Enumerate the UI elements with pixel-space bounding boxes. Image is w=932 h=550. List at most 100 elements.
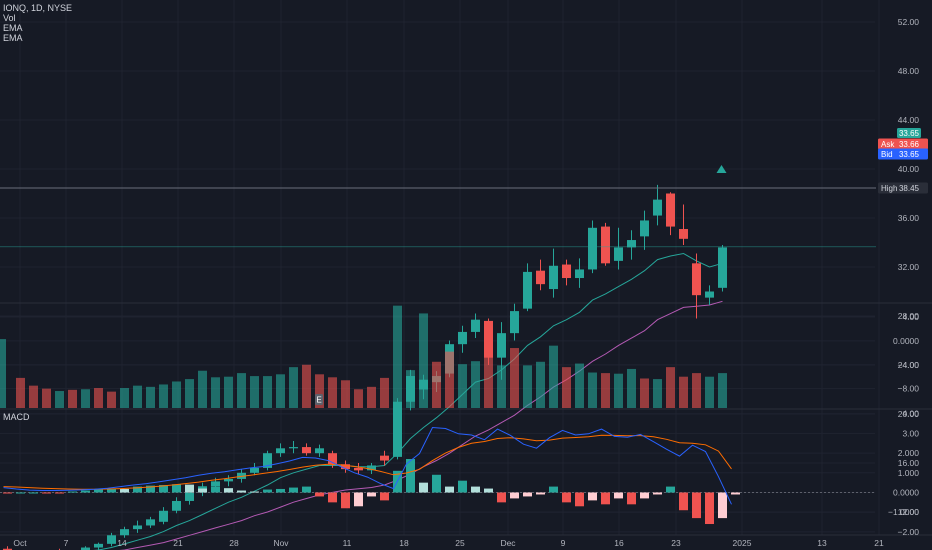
macd-histogram-bar [302,486,311,493]
volume-bar [627,368,636,408]
macd-line [3,426,732,505]
candle-body [3,548,12,550]
legend-ema-slow[interactable]: EMA [3,33,23,43]
time-tick-label: 23 [671,538,681,548]
candle-body [601,226,610,264]
time-tick-label: 2025 [733,538,752,548]
macd-histogram-bar [29,492,38,494]
volume-bar [211,377,220,408]
legend-vol[interactable]: Vol [3,13,16,23]
volume-bar [172,381,181,408]
volume-bar [692,373,701,408]
macd-histogram-bar [16,492,25,494]
candle-body [341,464,350,470]
volume-bar [575,363,584,408]
macd-pane-label[interactable]: MACD [3,412,30,422]
macd-histogram-bar [276,488,285,493]
buy-signal-triangle [716,165,727,173]
time-tick-label: 21 [874,538,884,548]
time-tick-label: Oct [13,538,27,548]
macd-histogram-bar [614,492,623,499]
macd-histogram-bar [159,485,168,493]
last-price-tag-value: 33.65 [899,129,920,138]
volume-bar [562,367,571,408]
volume-bar [302,364,311,408]
macd-histogram-bar [692,492,701,519]
price-tick-label: 40.00 [898,164,920,174]
macd-histogram-bar [133,486,142,493]
macd-histogram-bar [562,492,571,503]
macd-histogram-bar [224,488,233,493]
macd-histogram-bar [406,459,415,493]
candle-body [653,199,662,216]
volume-bar [510,348,519,408]
candle-body [549,265,558,290]
candle-body [172,500,181,511]
volume-bar [679,376,688,408]
time-tick-label: 18 [399,538,409,548]
ask-tag [878,138,928,150]
macd-histogram-bar [536,492,545,495]
time-tick-label: 9 [561,538,566,548]
macd-histogram-bar [575,492,584,507]
candle-body [211,481,220,487]
volume-bar [276,374,285,408]
price-tick-label: 48.00 [898,66,920,76]
macd-histogram-bar [42,492,51,494]
macd-histogram-bar [367,492,376,497]
earnings-marker-label: E [316,396,321,405]
time-tick-label: 21 [173,538,183,548]
volume-bar [29,385,38,408]
volume-bar [601,373,610,408]
time-tick-label: Nov [273,538,289,548]
symbol-title[interactable]: IONQ, 1D, NYSE [3,3,73,13]
candle-body [705,291,714,298]
macd-histogram-bar [523,492,532,497]
macd-histogram-bar [484,488,493,493]
macd-histogram-bar [718,492,727,519]
volume-bar [705,376,714,408]
volume-tick-label: −8.00 [897,384,919,394]
macd-histogram-bar [588,492,597,501]
volume-bar [445,351,454,408]
candle-body [159,510,168,522]
price-tick-label: 20.00 [898,409,920,419]
macd-histogram-bar [81,490,90,493]
volume-bar [250,376,259,408]
volume-bar [549,345,558,408]
macd-tick-label: −1.0000 [888,507,919,517]
earnings-marker [315,394,323,405]
volume-axis[interactable]: 4.00 0.0000 −4.00 −8.00 [893,312,919,394]
volume-bar [458,364,467,408]
candle-body [497,333,506,358]
volume-bar [315,374,324,408]
volume-bar [354,389,363,408]
macd-histogram-bar [185,484,194,493]
macd-axis[interactable]: 4.00 3.00 2.000 1.000 0.0000 −1.0000 −2.00 [888,409,919,537]
macd-histogram-bar [640,492,649,499]
volume-bar [393,305,402,408]
macd-histogram-bar [68,491,77,493]
legend-ema-fast[interactable]: EMA [3,23,23,33]
price-axis[interactable]: 52.00 48.00 44.00 40.00 36.00 32.00 28.00 24.00… [898,17,920,517]
volume-bar [328,377,337,408]
candle-body [107,535,116,544]
bid-tag-label: Bid [881,150,893,159]
macd-histogram-bar [601,492,610,505]
candle-body [302,447,311,454]
volume-bar [42,388,51,408]
volume-bar [263,376,272,408]
ema-fast-line [93,252,723,550]
price-tick-label: 16.00 [898,458,920,468]
time-tick-label: 25 [455,538,465,548]
volume-bar [55,391,64,408]
time-axis[interactable]: Oct 7 14 21 28 Nov 11 18 25 Dec 9 16 23 2025 13 21 [13,538,884,548]
volume-bar [68,389,77,408]
volume-bar [640,378,649,408]
volume-bar [185,379,194,408]
macd-histogram-bar [315,492,324,497]
volume-bar [523,365,532,408]
volume-bar [120,388,129,408]
